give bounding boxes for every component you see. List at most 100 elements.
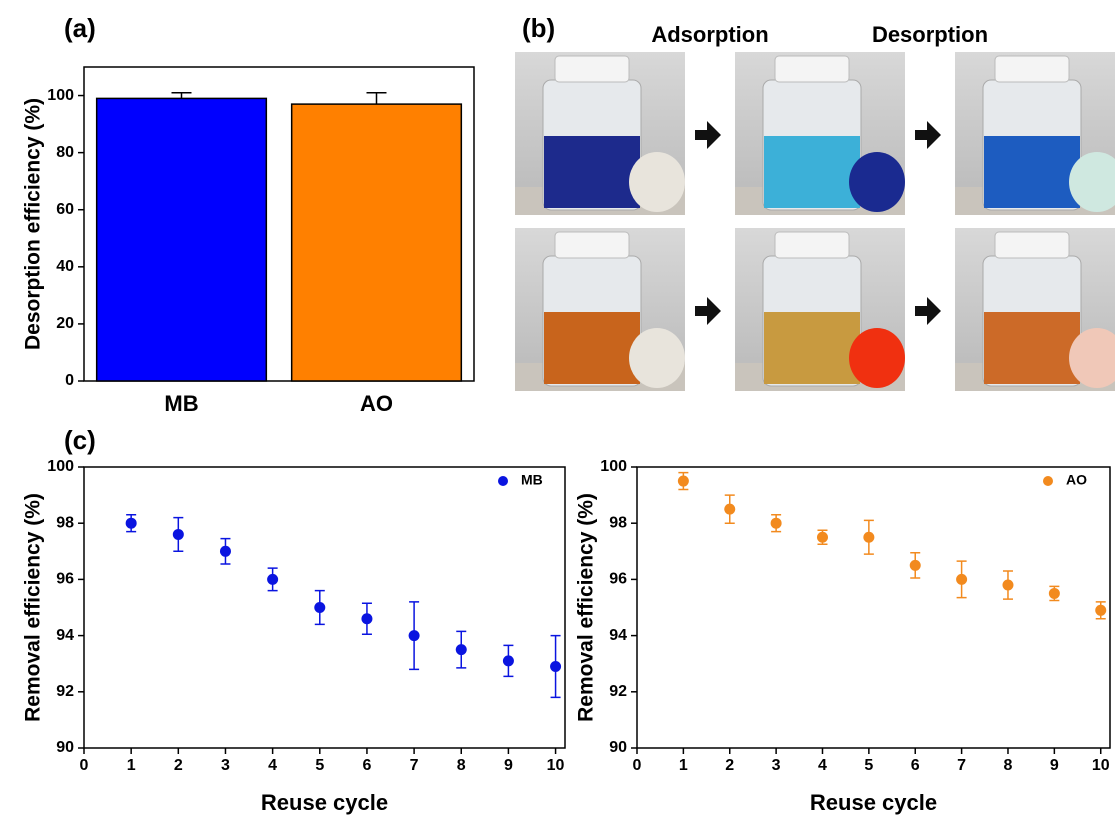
arrow xyxy=(915,297,941,325)
disc xyxy=(629,152,685,212)
point xyxy=(550,661,562,673)
legend-label: AO xyxy=(1066,472,1087,488)
point xyxy=(1002,579,1014,591)
panel-label: (a) xyxy=(64,13,96,43)
point xyxy=(219,545,231,557)
y-tick-label: 94 xyxy=(609,627,627,644)
error-bar xyxy=(171,91,192,99)
legend-label: MB xyxy=(521,472,543,488)
y-axis-label: Desorption efficiency (%) xyxy=(22,98,45,350)
photo xyxy=(735,52,941,215)
y-axis-label: Removal efficiency (%) xyxy=(22,493,45,722)
y-tick-label: 90 xyxy=(609,739,627,756)
point xyxy=(314,602,326,613)
y-tick-label: 98 xyxy=(609,514,627,531)
x-tick-label: 1 xyxy=(127,757,136,774)
x-tick-label: AO xyxy=(360,391,393,416)
point xyxy=(455,644,467,656)
point xyxy=(267,573,279,585)
y-tick-label: 92 xyxy=(609,683,627,700)
liquid xyxy=(764,312,860,384)
x-tick-label: 0 xyxy=(633,757,642,774)
y-tick-label: 100 xyxy=(47,87,74,104)
cap xyxy=(554,55,630,83)
x-tick-label: 9 xyxy=(1050,757,1059,774)
y-tick-label: 98 xyxy=(56,514,74,531)
panel-label: (c) xyxy=(64,425,96,455)
liquid xyxy=(544,136,640,208)
arrow xyxy=(695,297,721,325)
arrow xyxy=(915,121,941,149)
point xyxy=(770,517,782,529)
photo-header: Adsorption xyxy=(651,22,768,47)
disc xyxy=(629,328,685,388)
liquid xyxy=(544,312,640,384)
y-tick-label: 92 xyxy=(56,683,74,700)
arrow xyxy=(695,121,721,149)
disc xyxy=(849,152,905,212)
y-tick-label: 40 xyxy=(56,258,74,275)
point xyxy=(816,531,828,543)
plot-frame xyxy=(636,466,1111,749)
cap xyxy=(554,231,630,259)
x-tick-label: 10 xyxy=(547,757,565,774)
point xyxy=(1095,604,1107,616)
x-tick-label: MB xyxy=(164,391,198,416)
y-tick-label: 90 xyxy=(56,739,74,756)
point xyxy=(125,517,137,529)
photo xyxy=(515,52,721,215)
x-tick-label: 0 xyxy=(80,757,89,774)
photo-header: Desorption xyxy=(872,22,988,47)
cap xyxy=(774,231,850,259)
photo xyxy=(955,228,1115,391)
photo xyxy=(515,228,721,391)
x-tick-label: 5 xyxy=(864,757,873,774)
photo-panel: (b) Adsorption Desorption xyxy=(515,13,1115,391)
photo xyxy=(955,52,1115,215)
point xyxy=(909,559,921,571)
y-axis-label: Removal efficiency (%) xyxy=(575,493,598,722)
disc xyxy=(1069,328,1115,388)
x-tick-label: 4 xyxy=(818,757,827,774)
y-tick-label: 94 xyxy=(56,627,74,644)
photos xyxy=(515,52,1115,391)
x-tick-label: 10 xyxy=(1092,757,1110,774)
x-tick-label: 3 xyxy=(772,757,781,774)
cap xyxy=(994,55,1070,83)
y-tick-label: 60 xyxy=(56,201,74,218)
x-tick-label: 9 xyxy=(504,757,513,774)
legend-marker xyxy=(498,476,508,486)
x-tick-label: 2 xyxy=(174,757,183,774)
point xyxy=(361,613,373,625)
bar xyxy=(95,97,268,382)
plot-frame xyxy=(83,66,475,382)
x-tick-label: 6 xyxy=(911,757,920,774)
x-tick-label: 8 xyxy=(1004,757,1013,774)
y-tick-label: 80 xyxy=(56,144,74,161)
point xyxy=(863,531,875,543)
x-tick-label: 3 xyxy=(221,757,230,774)
y-tick-label: 96 xyxy=(56,571,74,588)
point xyxy=(724,503,736,515)
bar xyxy=(290,103,463,382)
liquid xyxy=(764,136,860,208)
photo xyxy=(735,228,941,391)
point xyxy=(502,655,514,667)
y-tick-label: 100 xyxy=(47,458,74,475)
x-tick-label: 6 xyxy=(362,757,371,774)
cap xyxy=(994,231,1070,259)
point xyxy=(956,573,968,585)
x-tick-label: 8 xyxy=(457,757,466,774)
x-tick-label: 7 xyxy=(410,757,419,774)
disc xyxy=(849,328,905,388)
y-tick-label: 20 xyxy=(56,315,74,332)
point xyxy=(408,630,420,642)
y-tick-label: 0 xyxy=(65,372,74,389)
panel-label: (b) xyxy=(522,13,555,43)
x-tick-label: 4 xyxy=(268,757,277,774)
